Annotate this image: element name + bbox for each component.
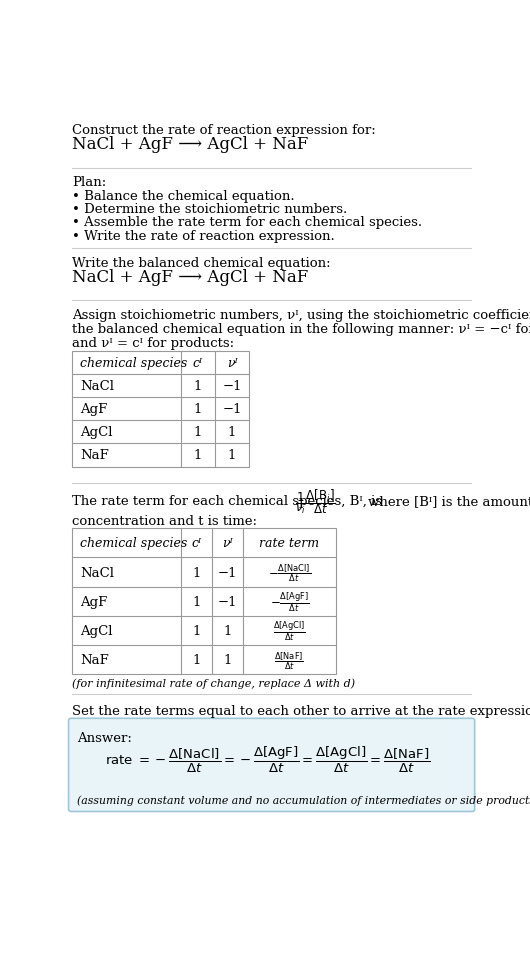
Text: 1: 1 xyxy=(194,426,202,439)
Text: $-\frac{\Delta[\mathrm{NaCl}]}{\Delta t}$: $-\frac{\Delta[\mathrm{NaCl}]}{\Delta t}… xyxy=(268,562,311,583)
Text: chemical species: chemical species xyxy=(80,537,188,549)
Text: Construct the rate of reaction expression for:: Construct the rate of reaction expressio… xyxy=(73,124,376,137)
Text: concentration and t is time:: concentration and t is time: xyxy=(73,515,258,528)
Text: cᴵ: cᴵ xyxy=(193,357,203,370)
Text: 1: 1 xyxy=(228,449,236,462)
Text: NaF: NaF xyxy=(80,654,109,667)
Text: −1: −1 xyxy=(223,380,242,392)
FancyBboxPatch shape xyxy=(68,719,475,812)
Text: NaCl + AgF ⟶ AgCl + NaF: NaCl + AgF ⟶ AgCl + NaF xyxy=(73,268,309,286)
Text: • Determine the stoichiometric numbers.: • Determine the stoichiometric numbers. xyxy=(73,203,348,216)
Text: The rate term for each chemical species, Bᴵ, is: The rate term for each chemical species,… xyxy=(73,494,383,508)
Text: • Write the rate of reaction expression.: • Write the rate of reaction expression. xyxy=(73,230,335,242)
Text: rate $= -\dfrac{\Delta[\mathrm{NaCl}]}{\Delta t} = -\dfrac{\Delta[\mathrm{AgF}]}: rate $= -\dfrac{\Delta[\mathrm{NaCl}]}{\… xyxy=(105,744,430,774)
Text: $-\frac{\Delta[\mathrm{AgF}]}{\Delta t}$: $-\frac{\Delta[\mathrm{AgF}]}{\Delta t}$ xyxy=(270,590,309,613)
Text: 1: 1 xyxy=(192,595,201,609)
Text: 1: 1 xyxy=(192,654,201,667)
Text: −1: −1 xyxy=(218,595,237,609)
Text: 1: 1 xyxy=(223,654,232,667)
Text: and νᴵ = cᴵ for products:: and νᴵ = cᴵ for products: xyxy=(73,336,235,349)
Text: NaCl: NaCl xyxy=(80,380,114,392)
Text: where [Bᴵ] is the amount: where [Bᴵ] is the amount xyxy=(368,494,530,508)
Text: the balanced chemical equation in the following manner: νᴵ = −cᴵ for reactants: the balanced chemical equation in the fo… xyxy=(73,323,530,335)
Text: 1: 1 xyxy=(228,426,236,439)
Bar xyxy=(73,528,336,674)
Text: • Assemble the rate term for each chemical species.: • Assemble the rate term for each chemic… xyxy=(73,216,422,230)
Text: 1: 1 xyxy=(194,449,202,462)
Text: −1: −1 xyxy=(223,403,242,416)
Text: AgCl: AgCl xyxy=(80,426,113,439)
Text: −1: −1 xyxy=(218,566,237,578)
Text: νᴵ: νᴵ xyxy=(222,537,233,549)
Text: rate term: rate term xyxy=(259,537,320,549)
Text: $\dfrac{1}{\nu_i}\dfrac{\Delta[\mathrm{B}_i]}{\Delta t}$: $\dfrac{1}{\nu_i}\dfrac{\Delta[\mathrm{B… xyxy=(295,486,335,516)
Text: AgF: AgF xyxy=(80,403,108,416)
Text: NaCl + AgF ⟶ AgCl + NaF: NaCl + AgF ⟶ AgCl + NaF xyxy=(73,137,309,153)
Text: $\frac{\Delta[\mathrm{AgCl}]}{\Delta t}$: $\frac{\Delta[\mathrm{AgCl}]}{\Delta t}$ xyxy=(273,619,306,642)
Text: Write the balanced chemical equation:: Write the balanced chemical equation: xyxy=(73,256,331,269)
Text: 1: 1 xyxy=(192,566,201,578)
Text: (assuming constant volume and no accumulation of intermediates or side products): (assuming constant volume and no accumul… xyxy=(77,795,530,805)
Text: νᴵ: νᴵ xyxy=(227,357,237,370)
Text: 1: 1 xyxy=(223,624,232,638)
Text: Answer:: Answer: xyxy=(77,732,132,744)
Text: NaCl: NaCl xyxy=(80,566,114,578)
Bar xyxy=(73,352,249,467)
Text: 1: 1 xyxy=(194,380,202,392)
Text: Assign stoichiometric numbers, νᴵ, using the stoichiometric coefficients, cᴵ, fr: Assign stoichiometric numbers, νᴵ, using… xyxy=(73,308,530,322)
Text: AgF: AgF xyxy=(80,595,108,609)
Text: chemical species: chemical species xyxy=(80,357,188,370)
Text: cᴵ: cᴵ xyxy=(191,537,201,549)
Text: • Balance the chemical equation.: • Balance the chemical equation. xyxy=(73,190,295,203)
Text: 1: 1 xyxy=(192,624,201,638)
Text: (for infinitesimal rate of change, replace Δ with d): (for infinitesimal rate of change, repla… xyxy=(73,677,356,688)
Text: 1: 1 xyxy=(194,403,202,416)
Text: Plan:: Plan: xyxy=(73,176,107,189)
Text: AgCl: AgCl xyxy=(80,624,113,638)
Text: $\frac{\Delta[\mathrm{NaF}]}{\Delta t}$: $\frac{\Delta[\mathrm{NaF}]}{\Delta t}$ xyxy=(275,649,304,671)
Text: NaF: NaF xyxy=(80,449,109,462)
Text: Set the rate terms equal to each other to arrive at the rate expression:: Set the rate terms equal to each other t… xyxy=(73,703,530,717)
